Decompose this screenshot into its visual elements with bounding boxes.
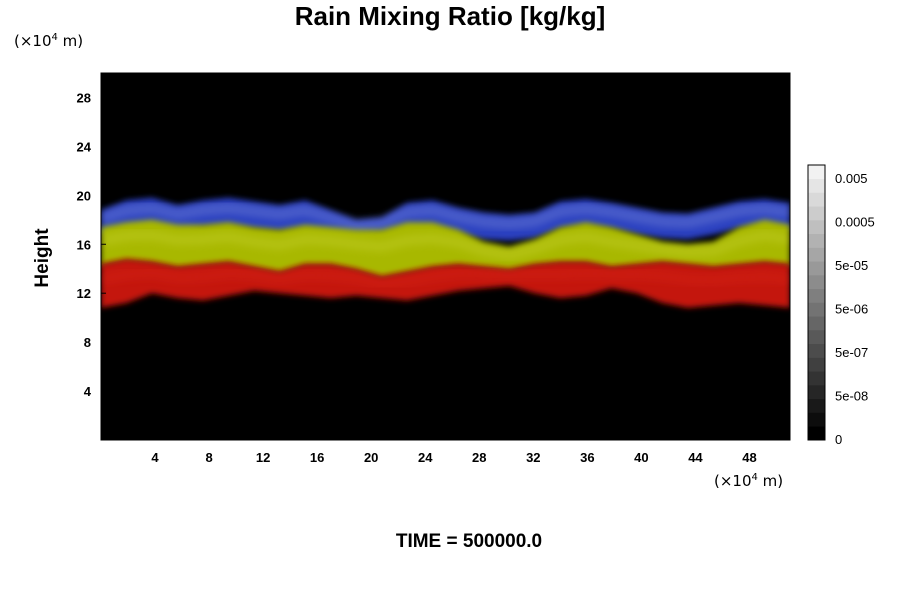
y-tick-label: 4 (84, 384, 92, 399)
y-tick-label: 12 (77, 286, 91, 301)
plot-frame (100, 72, 791, 441)
colorbar-level (808, 206, 825, 221)
colorbar-level (808, 288, 825, 303)
band-yellow-highlight (101, 232, 790, 258)
time-annotation: TIME = 500000.0 (395, 531, 543, 552)
colorbar-level (808, 330, 825, 345)
colorbar-level (808, 385, 825, 400)
colorbar-level (808, 302, 825, 317)
colorbar-tick-label: 5e-08 (835, 389, 868, 404)
colorbar-level (808, 261, 825, 276)
colorbar-frame (807, 164, 826, 441)
colorbar-level (808, 398, 825, 413)
band-yellow (101, 219, 790, 279)
band-red-highlight (101, 269, 790, 287)
x-tick-label: 12 (256, 450, 270, 465)
y-tick-label: 16 (77, 237, 91, 252)
y-tick-label: 24 (77, 139, 92, 154)
x-tick-label: 28 (472, 450, 486, 465)
colorbar-tick-label: 5e-05 (835, 258, 868, 273)
x-tick-label: 40 (634, 450, 648, 465)
x-tick-label: 4 (151, 450, 159, 465)
x-tick-label: 48 (742, 450, 756, 465)
x-tick-label: 16 (310, 450, 324, 465)
y-tick-label: 28 (77, 90, 91, 105)
colorbar-tick-label: 0.0005 (835, 215, 875, 230)
colorbar-level (808, 192, 825, 207)
x-tick-label: 36 (580, 450, 594, 465)
colorbar-level (808, 247, 825, 262)
y-axis-unit: (×104 m) (14, 32, 84, 50)
x-axis-unit: (×104 m) (714, 472, 784, 490)
y-tick-label: 8 (84, 335, 91, 350)
x-tick-label: 32 (526, 450, 540, 465)
colorbar-tick-label: 0.005 (835, 171, 868, 186)
band-blue-highlight (101, 205, 790, 229)
colorbar-level (808, 316, 825, 331)
colorbar-tick-label: 5e-06 (835, 302, 868, 317)
x-tick-label: 20 (364, 450, 378, 465)
colorbar-level (808, 165, 825, 180)
x-tick-label: 44 (688, 450, 703, 465)
x-tick-label: 8 (205, 450, 212, 465)
colorbar-tick-label: 5e-07 (835, 345, 868, 360)
colorbar-level (808, 426, 825, 441)
colorbar-level (808, 357, 825, 372)
field-layers (101, 197, 790, 308)
colorbar-level (808, 275, 825, 290)
colorbar-level (808, 343, 825, 358)
colorbar-level (808, 371, 825, 386)
y-tick-label: 20 (77, 188, 91, 203)
colorbar-level (808, 178, 825, 193)
colorbar-level (808, 412, 825, 427)
colorbar-level (808, 220, 825, 235)
chart-title: Rain Mixing Ratio [kg/kg] (294, 1, 606, 31)
colorbar-level (808, 233, 825, 248)
x-tick-label: 24 (418, 450, 433, 465)
band-red (101, 258, 790, 308)
colorbar-tick-label: 0 (835, 432, 842, 447)
